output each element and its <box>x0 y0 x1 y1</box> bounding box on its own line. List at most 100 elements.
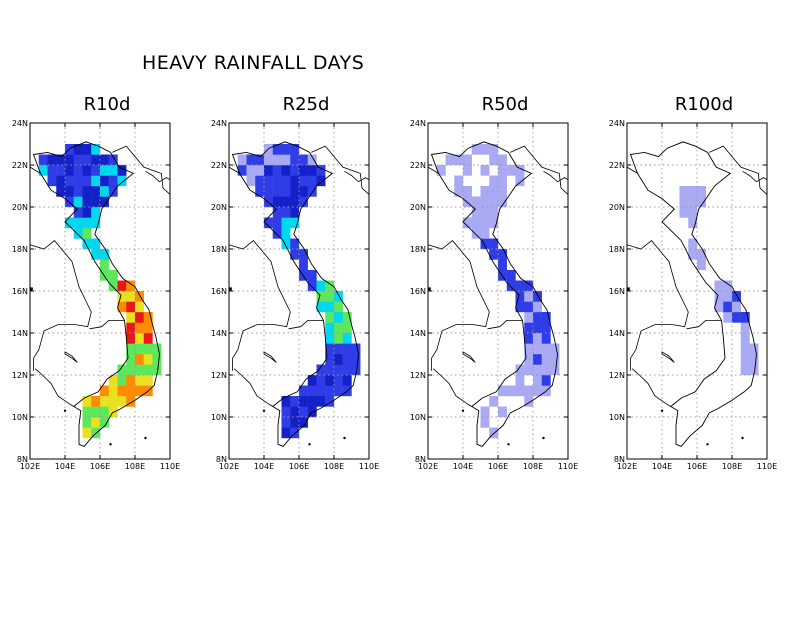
vietnam-outline <box>231 141 359 447</box>
grid-cell <box>471 207 481 218</box>
grid-cell <box>480 186 490 197</box>
grid-cell <box>281 217 291 229</box>
island <box>262 409 266 412</box>
grid-cell <box>550 354 560 365</box>
island <box>461 409 465 412</box>
grid-cell <box>679 186 689 197</box>
panel-r10d: R10d 8N 10N 12N 14N 16N 18N 20N 22N 24N 102E 104E 1… <box>12 92 202 482</box>
grid-cell <box>334 364 343 376</box>
grid-cell <box>290 249 300 260</box>
grid-cell <box>237 165 247 176</box>
country-border <box>432 368 473 407</box>
grid-cell <box>108 396 118 407</box>
grid-cell <box>281 417 291 428</box>
grid-cell <box>108 280 118 292</box>
grid-cell <box>515 165 525 176</box>
lon-tick-label: 106E <box>488 462 508 471</box>
grid-cell <box>541 333 551 344</box>
lat-tick-label: 20N <box>12 203 28 212</box>
map-r25d: 8N 10N 12N 14N 16N 18N 20N 22N 24N 102E 104E 106E 10… <box>211 119 379 471</box>
grid-cell <box>100 385 109 397</box>
grid-cell <box>91 207 101 218</box>
grid-cell <box>316 291 326 302</box>
grid-cell <box>723 280 733 292</box>
country-border <box>626 166 638 174</box>
lon-tick-label: 108E <box>324 462 344 471</box>
lat-tick-label: 22N <box>211 161 227 170</box>
island <box>542 436 545 440</box>
grid-cell <box>342 322 352 334</box>
lat-tick-label: 12N <box>410 371 426 380</box>
panel-title: R10d <box>83 94 131 115</box>
grid-cell <box>688 186 698 197</box>
grid-cell <box>463 165 472 176</box>
grid-cell <box>541 322 551 334</box>
grid-cell <box>299 175 308 187</box>
country-border <box>228 240 291 371</box>
lat-tick-label: 24N <box>410 119 426 128</box>
lat-tick-label: 22N <box>12 161 28 170</box>
grid-cell <box>498 196 507 208</box>
country-border <box>344 170 370 183</box>
grid-cell <box>299 417 308 428</box>
grid-cell <box>237 154 247 166</box>
grid-cell <box>697 249 706 260</box>
grid-cell <box>325 385 335 397</box>
grid-cell <box>290 144 300 155</box>
grid-cell <box>82 154 92 166</box>
grid-cell <box>56 186 66 197</box>
grid-cell <box>325 364 335 376</box>
grid-cell <box>281 427 291 439</box>
grid-cell <box>688 238 698 250</box>
lon-tick-label: 108E <box>523 462 543 471</box>
grid-cell <box>524 312 534 323</box>
grid-cell <box>126 280 136 292</box>
grid-cell <box>135 322 144 334</box>
lat-tick-label: 12N <box>12 371 28 380</box>
grid-cell <box>281 207 291 218</box>
lon-tick-label: 110E <box>757 462 777 471</box>
grid-cell <box>307 396 317 407</box>
grid-cell <box>143 333 153 344</box>
lat-tick-label: 8N <box>614 455 625 464</box>
country-border <box>228 166 240 174</box>
grid-cell <box>480 207 490 218</box>
grid-cell <box>73 154 83 166</box>
grid-cell <box>117 385 127 397</box>
grid-cell <box>325 396 335 407</box>
grid-cell <box>91 427 101 439</box>
grid-cell <box>463 186 472 197</box>
vietnam-outline <box>32 141 160 447</box>
lat-tick-label: 20N <box>410 203 426 212</box>
grid-cell <box>714 291 724 302</box>
grid-cell <box>307 280 317 292</box>
grid-cell <box>126 291 136 302</box>
panel-title: R100d <box>674 94 734 115</box>
grid-cell <box>299 186 308 197</box>
grid-cell <box>100 249 109 260</box>
grid-cell <box>91 165 101 176</box>
grid-cell <box>489 144 499 155</box>
grid-cell <box>100 406 109 418</box>
grid-cell <box>108 406 118 418</box>
grid-cell <box>679 196 689 208</box>
grid-cell <box>697 196 706 208</box>
grid-cell <box>480 196 490 208</box>
grid-cell <box>73 175 83 187</box>
lat-tick-label: 16N <box>410 287 426 296</box>
lat-tick-label: 8N <box>415 455 426 464</box>
grid-cell <box>533 385 542 397</box>
grid-cell <box>246 154 256 166</box>
grid-cell <box>524 301 534 313</box>
grid-cell <box>498 154 507 166</box>
country-border <box>709 145 768 195</box>
grid-cell <box>454 175 464 187</box>
grid-cell <box>471 217 481 229</box>
country-border <box>311 145 370 195</box>
country-border <box>742 170 768 183</box>
grid-cell <box>290 427 300 439</box>
grid-cell <box>307 186 317 197</box>
grid-cell <box>740 354 750 365</box>
grid-cell <box>82 238 92 250</box>
vietnam-outline <box>629 141 757 447</box>
